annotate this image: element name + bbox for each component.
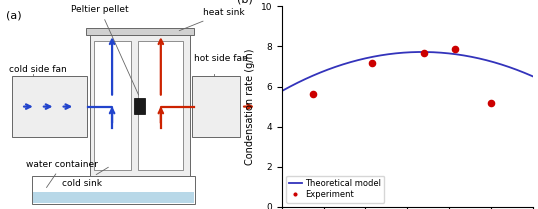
Bar [12, 76, 87, 137]
Point [486, 101, 495, 104]
Text: (b): (b) [237, 0, 252, 4]
Point [451, 48, 459, 51]
Text: Peltier pellet: Peltier pellet [72, 5, 139, 95]
Bar [86, 28, 194, 35]
Bar [90, 35, 190, 176]
Text: (a): (a) [5, 10, 22, 20]
Point [420, 52, 428, 55]
Text: cold side fan: cold side fan [9, 65, 67, 74]
Point [309, 92, 317, 95]
Bar [33, 192, 194, 203]
Y-axis label: Condensation rate (g/h): Condensation rate (g/h) [245, 48, 255, 165]
Bar [134, 98, 145, 114]
Bar [193, 76, 240, 137]
Text: hot side fan: hot side fan [194, 55, 247, 64]
Text: heat sink: heat sink [179, 8, 245, 31]
Bar [138, 41, 183, 170]
Bar [32, 176, 195, 204]
Text: water container: water container [26, 160, 98, 187]
Point [367, 62, 376, 65]
Text: cold sink: cold sink [62, 167, 108, 188]
Bar [94, 41, 131, 170]
Legend: Theoretical model, Experiment: Theoretical model, Experiment [286, 176, 384, 203]
